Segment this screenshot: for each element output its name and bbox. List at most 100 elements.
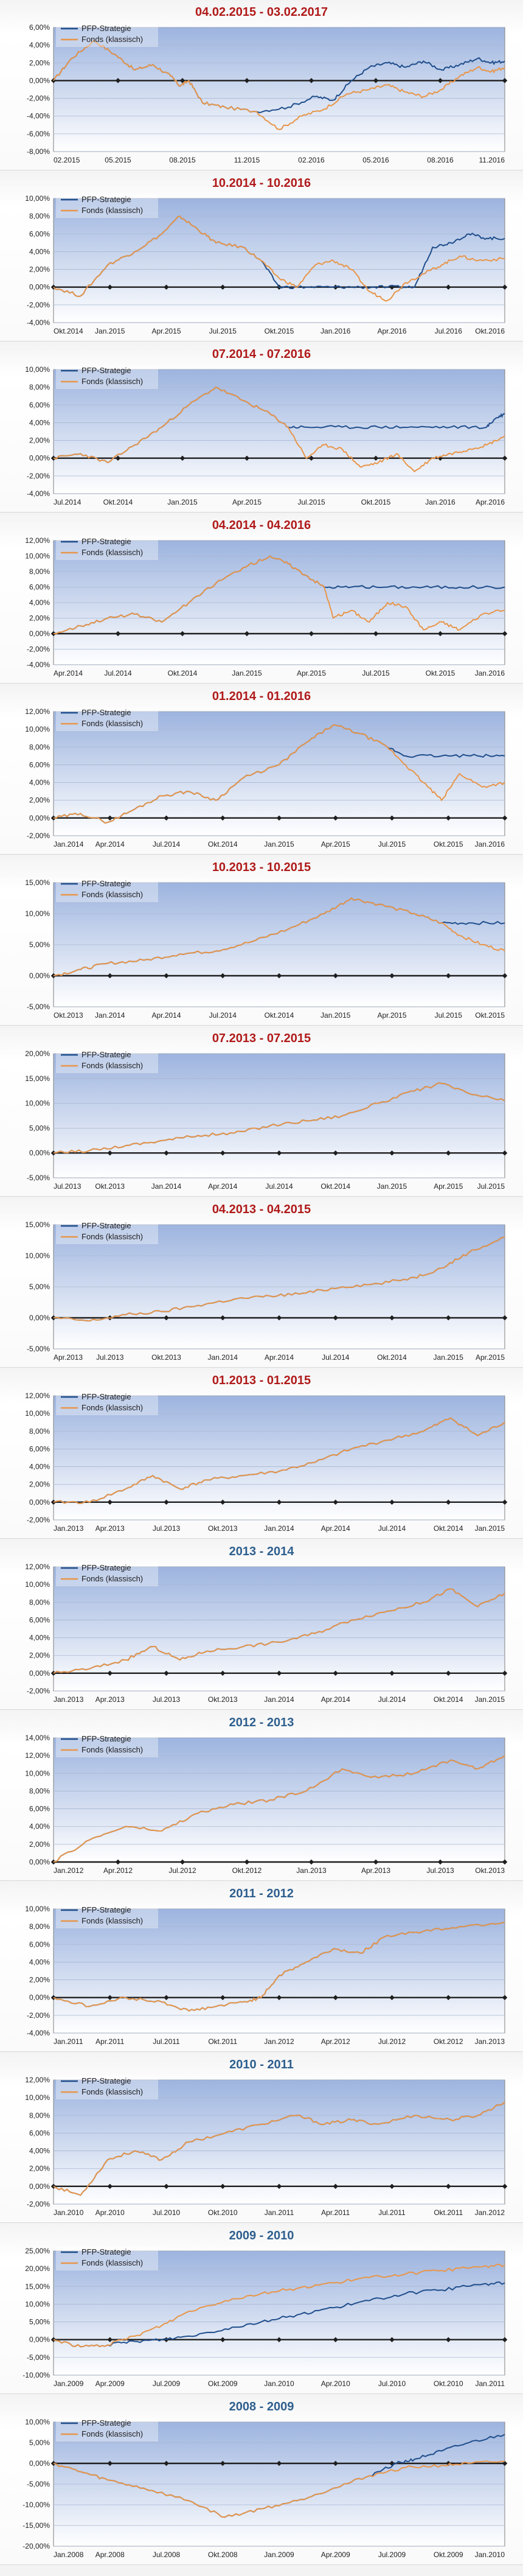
- x-tick-label: Okt.2014: [103, 498, 133, 506]
- legend: PFP-Strategie Fonds (klassisch): [56, 707, 158, 731]
- chart-panel: 01.2014 - 01.2016 12,00% 10,00% 8,00% 6,00% 4…: [0, 685, 523, 855]
- line-chart: 15,00% 10,00% 5,00% 0,00% -5,00% Apr.2013 Jul.…: [25, 1220, 508, 1362]
- y-tick-label: 0,00%: [29, 971, 50, 980]
- x-tick-label: Jan.2013: [296, 1866, 327, 1875]
- y-tick-label: 5,00%: [29, 2318, 50, 2326]
- x-tick-label: Jul.2013: [153, 1524, 181, 1533]
- y-tick-label: -2,00%: [27, 301, 50, 309]
- y-tick-label: -2,00%: [27, 94, 50, 103]
- chart-title: 10.2013 - 10.2015: [212, 861, 311, 874]
- x-tick-label: Okt.2014: [208, 840, 238, 849]
- x-tick-label: Okt.2012: [434, 2037, 463, 2046]
- axis-marker: [276, 2460, 282, 2466]
- legend: PFP-Strategie Fonds (klassisch): [56, 2417, 158, 2441]
- x-tick-label: 02.2015: [54, 156, 80, 164]
- y-tick-label: 2,00%: [29, 58, 50, 67]
- x-tick-label: Jul.2015: [435, 1011, 463, 1020]
- y-tick-label: 4,00%: [29, 1822, 50, 1831]
- legend-label-strategy: PFP-Strategie: [81, 2247, 131, 2256]
- x-tick-label: Jan.2012: [264, 2037, 294, 2046]
- y-tick-label: 0,00%: [29, 1498, 50, 1507]
- chart-title: 04.2013 - 04.2015: [212, 1203, 311, 1216]
- chart-panel: 04.02.2015 - 03.02.2017 6,00% 4,00% 2,00% 0,…: [0, 1, 523, 170]
- x-tick-label: Okt.2014: [265, 1011, 294, 1020]
- chart-title: 10.2014 - 10.2016: [212, 177, 311, 190]
- line-chart: 12,00% 10,00% 8,00% 6,00% 4,00% 2,00% 0,00% -2,…: [25, 1391, 508, 1533]
- chart-panel: 10.2014 - 10.2016 10,00% 8,00% 6,00% 4,00% 2,…: [0, 172, 523, 341]
- x-tick-label: Apr.2015: [377, 1011, 406, 1020]
- y-tick-label: -2,00%: [27, 472, 50, 480]
- x-tick-label: Jul.2012: [378, 2037, 406, 2046]
- x-tick-label: Okt.2011: [208, 2037, 237, 2046]
- x-tick-label: Jul.2015: [378, 840, 406, 849]
- y-tick-label: 8,00%: [29, 383, 50, 391]
- axis-marker: [164, 973, 169, 979]
- x-tick-label: Jul.2014: [209, 1011, 237, 1020]
- axis-marker: [220, 1150, 226, 1156]
- y-tick-label: -2,00%: [27, 831, 50, 840]
- x-tick-label: Okt.2016: [475, 327, 505, 335]
- chart-title: 07.2014 - 07.2016: [212, 348, 311, 361]
- x-tick-label: Jan.2016: [475, 669, 505, 677]
- x-tick-label: Apr.2008: [95, 2550, 125, 2559]
- y-tick-label: 15,00%: [25, 1074, 50, 1083]
- x-tick-label: Apr.2015: [321, 840, 350, 849]
- x-tick-label: Jan.2015: [95, 327, 125, 335]
- y-tick-label: -2,00%: [27, 2200, 50, 2208]
- legend: PFP-Strategie Fonds (klassisch): [56, 1904, 158, 1928]
- x-tick-label: Jul.2014: [378, 1695, 406, 1704]
- x-tick-label: Jan.2014: [95, 1011, 125, 1020]
- x-tick-label: Okt.2014: [320, 1182, 350, 1191]
- x-tick-label: Jul.2014: [265, 1182, 293, 1191]
- x-tick-label: Okt.2013: [208, 1524, 238, 1533]
- plot-area: [53, 1395, 505, 1521]
- plot-area: [53, 1908, 505, 2034]
- fund-series-line: [53, 1236, 505, 1322]
- legend-label-strategy: PFP-Strategie: [81, 1050, 131, 1059]
- x-tick-label: Apr.2012: [103, 1866, 133, 1875]
- fund-series-line: [53, 897, 505, 976]
- y-tick-label: 12,00%: [25, 1391, 50, 1400]
- plot-area: [53, 369, 505, 494]
- y-tick-label: 2,00%: [29, 1480, 50, 1489]
- y-tick-label: 2,00%: [29, 1651, 50, 1660]
- x-tick-label: Okt.2010: [208, 2208, 238, 2217]
- x-tick-label: Jul.2015: [297, 498, 325, 506]
- y-tick-label: 10,00%: [25, 194, 50, 203]
- axis-marker: [244, 1859, 250, 1865]
- x-tick-label: Jan.2013: [475, 2037, 505, 2046]
- y-tick-label: 4,00%: [29, 1634, 50, 1642]
- x-tick-label: Jul.2012: [168, 1866, 196, 1875]
- y-tick-label: 6,00%: [29, 1940, 50, 1948]
- axis-marker: [276, 1150, 282, 1156]
- fund-series-line: [53, 1921, 505, 2012]
- y-tick-label: 4,00%: [29, 41, 50, 49]
- x-tick-label: Apr.2010: [95, 2208, 125, 2217]
- y-tick-label: -15,00%: [23, 2521, 50, 2530]
- x-tick-label: Jul.2009: [153, 2379, 181, 2388]
- y-tick-label: 6,00%: [29, 401, 50, 409]
- x-tick-label: Okt.2015: [361, 498, 391, 506]
- x-tick-label: Jul.2014: [54, 498, 81, 506]
- axis-marker: [179, 631, 185, 637]
- y-tick-label: 10,00%: [25, 1905, 50, 1913]
- y-tick-label: -5,00%: [27, 2353, 50, 2362]
- y-tick-label: 0,00%: [29, 1858, 50, 1866]
- y-tick-label: 15,00%: [25, 2282, 50, 2291]
- y-tick-label: 10,00%: [25, 1769, 50, 1777]
- line-chart: 12,00% 10,00% 8,00% 6,00% 4,00% 2,00% 0,00% -2,…: [25, 707, 508, 849]
- x-tick-label: Apr.2013: [95, 1524, 125, 1533]
- y-tick-label: -10,00%: [23, 2501, 50, 2509]
- y-tick-label: -4,00%: [27, 112, 50, 121]
- chart-title: 2012 - 2013: [229, 1716, 294, 1729]
- x-tick-label: Jul.2016: [435, 327, 463, 335]
- x-tick-label: Jan.2014: [208, 1353, 238, 1362]
- y-tick-label: 8,00%: [29, 1922, 50, 1931]
- y-tick-label: 4,00%: [29, 247, 50, 256]
- y-tick-label: 12,00%: [25, 2076, 50, 2084]
- y-tick-label: 2,00%: [29, 614, 50, 623]
- y-tick-label: 8,00%: [29, 743, 50, 751]
- legend-label-fund: Fonds (klassisch): [81, 890, 143, 899]
- x-tick-label: Jul.2013: [426, 1866, 454, 1875]
- chart-panel: 2013 - 2014 12,00% 10,00% 8,00% 6,00% 4,00% 2,…: [0, 1540, 523, 1710]
